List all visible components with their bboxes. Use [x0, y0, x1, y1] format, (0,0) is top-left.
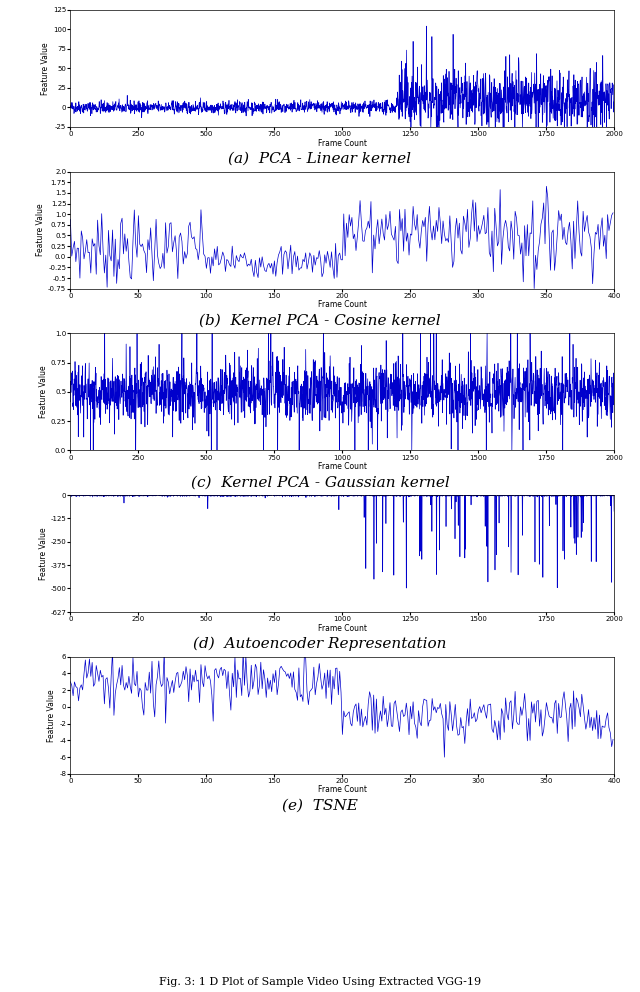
X-axis label: Frame Count: Frame Count [318, 624, 367, 633]
Y-axis label: Feature Value: Feature Value [39, 365, 48, 419]
X-axis label: Frame Count: Frame Count [318, 139, 367, 148]
X-axis label: Frame Count: Frame Count [318, 462, 367, 471]
Text: (d)  Autoencoder Representation: (d) Autoencoder Representation [193, 637, 447, 652]
Y-axis label: Feature Value: Feature Value [41, 42, 50, 95]
X-axis label: Frame Count: Frame Count [318, 301, 367, 310]
Y-axis label: Feature Value: Feature Value [38, 527, 47, 580]
Text: Fig. 3: 1 D Plot of Sample Video Using Extracted VGG-19: Fig. 3: 1 D Plot of Sample Video Using E… [159, 977, 481, 987]
Y-axis label: Feature Value: Feature Value [47, 688, 56, 742]
Text: (a)  PCA - Linear kernel: (a) PCA - Linear kernel [228, 152, 412, 166]
X-axis label: Frame Count: Frame Count [318, 786, 367, 795]
Text: (e)  TSNE: (e) TSNE [282, 799, 358, 812]
Text: (c)  Kernel PCA - Gaussian kernel: (c) Kernel PCA - Gaussian kernel [191, 475, 449, 489]
Text: (b)  Kernel PCA - Cosine kernel: (b) Kernel PCA - Cosine kernel [199, 313, 441, 327]
Y-axis label: Feature Value: Feature Value [36, 203, 45, 257]
